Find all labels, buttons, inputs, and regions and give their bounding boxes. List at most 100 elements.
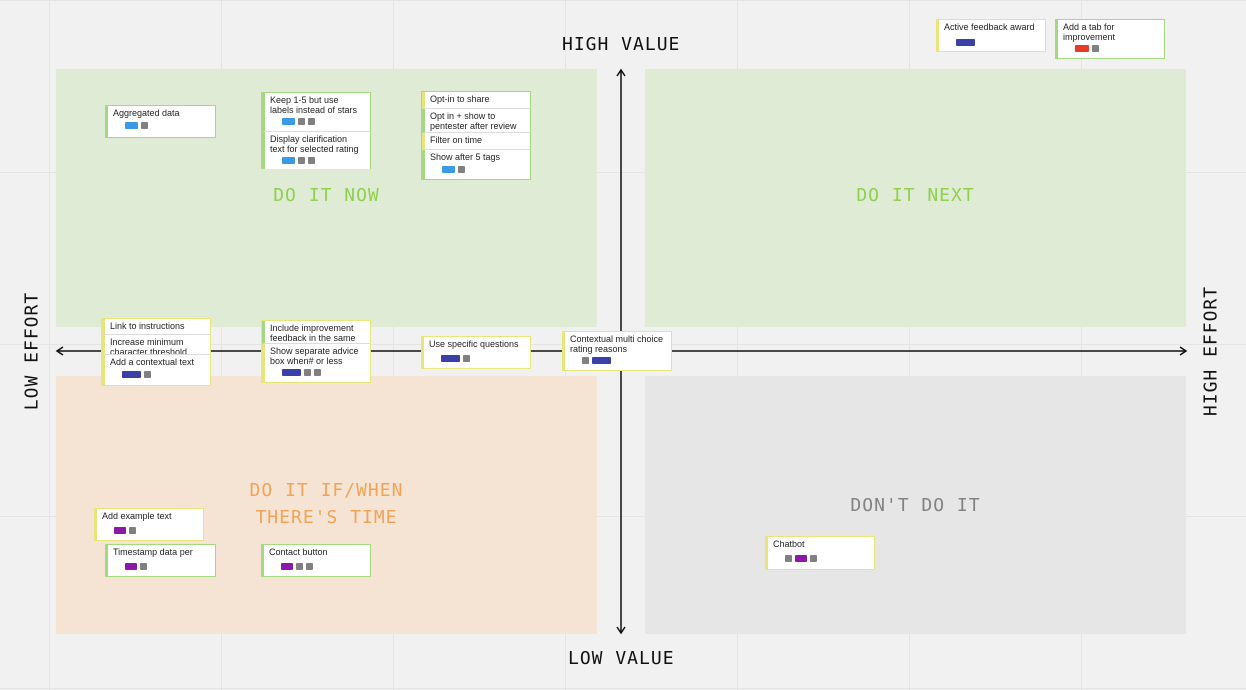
tag-grey [582,357,589,364]
tag-grey [304,369,311,376]
tag-blue [125,121,138,129]
note-tags [442,165,524,173]
sticky-note-timestamp-data[interactable]: Timestamp data per [105,544,216,577]
note-tags [282,118,364,125]
note-text: Add a tab for improvement [1063,22,1116,42]
note-text: Use specific questions [429,339,519,349]
sticky-note-opt-in-share[interactable]: Opt-in to share [422,92,530,109]
note-group-sharing: Opt-in to share Opt in + show to pentest… [421,91,531,180]
sticky-note-filter-on-time[interactable]: Filter on time [422,133,530,150]
sticky-note-use-specific-questions[interactable]: Use specific questions [421,336,531,369]
tag-grey [463,354,470,362]
tag-grey [296,562,303,570]
quadrant-dont-do-it: DON'T DO IT [645,376,1186,634]
sticky-note-chatbot[interactable]: Chatbot [765,536,875,570]
tag-grey [306,562,313,570]
axis-label-low-effort: LOW EFFORT [21,291,43,411]
tag-grey [141,121,148,129]
tag-navy [282,369,301,376]
note-text: Contextual multi choice rating reasons [570,334,664,354]
tag-purple [114,526,126,534]
sticky-note-add-tab-improvement[interactable]: Add a tab for improvement [1055,19,1165,59]
note-group-improvement-feedback: Include improvement feedback in the same… [261,320,371,383]
note-text: Add example text [102,511,172,521]
note-text: Filter on time [430,135,483,145]
sticky-note-add-contextual-text[interactable]: Add a contextual text [102,355,210,385]
sticky-note-link-to-instructions[interactable]: Link to instructions [102,319,210,335]
tag-blue [282,118,295,125]
axis-label-high-value: HIGH VALUE [562,34,681,55]
quadrant-label-dont-do-it: DON'T DO IT [850,495,981,516]
note-tags [281,562,364,570]
tag-blue [282,157,295,164]
tag-purple [281,562,293,570]
note-group-rating-labels: Keep 1-5 but use labels instead of stars… [261,92,371,169]
note-text: Opt-in to share [430,94,490,104]
axis-label-low-value: LOW VALUE [568,648,675,669]
note-text: Increase minimum character threshold [110,337,188,355]
note-text: Timestamp data per [113,547,193,557]
note-tags [114,526,197,534]
tag-navy [122,370,141,378]
note-tags [282,157,364,164]
arrow-right-icon [1179,346,1188,356]
quadrant-label-do-it-when: DO IT IF/WHEN THERE'S TIME [249,480,404,528]
note-text: Show separate advice box when# or less [270,346,359,366]
sticky-note-opt-in-show[interactable]: Opt in + show to pentester after review [422,109,530,133]
tag-grey [298,157,305,164]
sticky-note-keep-1-5[interactable]: Keep 1-5 but use labels instead of stars [262,93,370,132]
tag-blue [442,165,455,173]
note-tags [125,121,209,129]
quadrant-label-do-it-now: DO IT NOW [273,185,380,206]
note-tags [582,357,665,364]
tag-grey [308,157,315,164]
tag-navy [441,354,460,362]
sticky-note-contact-button[interactable]: Contact button [261,544,371,577]
note-text: Add a contextual text [110,357,195,367]
tag-grey [144,370,151,378]
note-tags [1075,45,1158,52]
tag-grey [1092,45,1099,52]
quadrant-do-it-next: DO IT NEXT [645,69,1186,327]
tag-grey [298,118,305,125]
tag-purple [795,554,807,562]
note-text: Chatbot [773,539,805,549]
sticky-note-add-example-text[interactable]: Add example text [94,508,204,541]
sticky-note-show-after-5-tags[interactable]: Show after 5 tags [422,150,530,179]
sticky-note-display-clarification[interactable]: Display clarification text for selected … [262,132,370,169]
arrow-up-icon [616,68,626,77]
tag-grey [129,526,136,534]
sticky-note-aggregated-data[interactable]: Aggregated data [105,105,216,138]
sticky-note-show-separate-advice[interactable]: Show separate advice box when# or less [262,344,370,382]
tag-navy [592,357,611,364]
tag-grey [810,554,817,562]
arrow-down-icon [616,626,626,635]
axis-label-high-effort: HIGH EFFORT [1200,285,1222,417]
note-text: Link to instructions [110,321,185,331]
note-text: Contact button [269,547,328,557]
note-tags [125,562,209,570]
note-text: Active feedback award [944,22,1035,32]
sticky-note-contextual-multi-choice[interactable]: Contextual multi choice rating reasons [562,331,672,371]
tag-grey [308,118,315,125]
note-text: Aggregated data [113,108,180,118]
sticky-note-include-improvement[interactable]: Include improvement feedback in the same [262,321,370,344]
note-tags [785,554,868,562]
sticky-note-increase-min-char[interactable]: Increase minimum character threshold [102,335,210,355]
quadrant-label-do-it-next: DO IT NEXT [856,185,975,206]
sticky-note-active-feedback-award[interactable]: Active feedback award [936,19,1046,52]
note-tags [282,369,364,376]
tag-red [1075,45,1089,52]
note-tags [956,38,1039,46]
note-text: Display clarification text for selected … [270,134,359,154]
quadrant-do-it-when: DO IT IF/WHEN THERE'S TIME [56,376,597,634]
tag-grey [785,554,792,562]
tag-grey [458,165,465,173]
tag-navy [956,38,975,46]
note-group-instructions: Link to instructions Increase minimum ch… [101,318,211,386]
arrow-left-icon [55,346,64,356]
tag-grey [314,369,321,376]
note-tags [122,370,204,378]
note-text: Include improvement feedback in the same [270,323,356,343]
tag-grey [140,562,147,570]
